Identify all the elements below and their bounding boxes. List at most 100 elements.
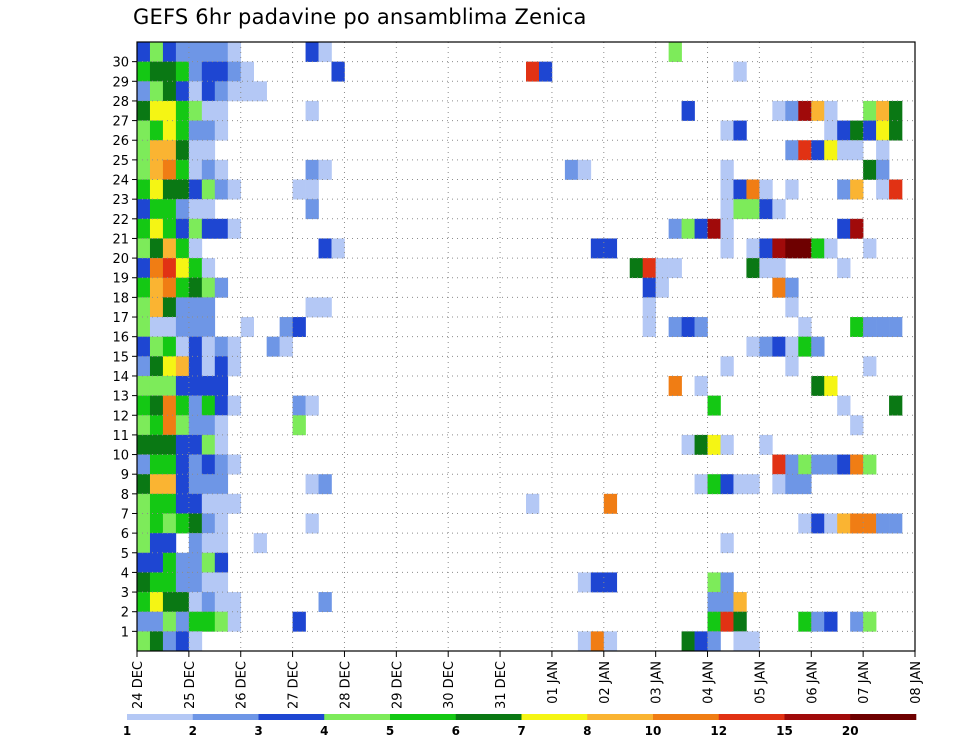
heatmap-cell <box>162 395 177 416</box>
heatmap-cell <box>201 415 216 436</box>
heatmap-cell <box>137 297 151 318</box>
heatmap-cell <box>240 81 254 102</box>
heatmap-cell <box>188 336 203 357</box>
heatmap-cell <box>811 140 825 161</box>
heatmap-cell <box>876 513 890 534</box>
heatmap-cell <box>175 611 190 632</box>
heatmap-cell <box>188 199 203 220</box>
heatmap-cell <box>785 474 799 495</box>
heatmap-cell <box>707 592 721 613</box>
y-tick-label: 17 <box>112 311 129 326</box>
heatmap-cell <box>227 179 242 200</box>
heatmap-cell <box>162 611 177 632</box>
y-tick-label: 7 <box>121 507 129 522</box>
x-tick-label: 03 JAN <box>650 661 665 704</box>
heatmap-cell <box>214 395 229 416</box>
heatmap-cell <box>759 238 773 259</box>
heatmap-cell <box>137 493 151 514</box>
heatmap-cell <box>214 218 229 239</box>
heatmap-cell <box>201 336 216 357</box>
heatmap-cell <box>876 100 890 121</box>
y-tick-label: 8 <box>121 488 129 503</box>
heatmap-cell <box>668 42 682 62</box>
x-tick-label: 06 JAN <box>805 661 820 704</box>
heatmap-cell <box>149 592 164 613</box>
heatmap-cell <box>214 179 229 200</box>
heatmap-cell <box>292 415 306 436</box>
heatmap-cell <box>175 42 190 62</box>
colorbar-label: 8 <box>583 724 591 738</box>
heatmap-cell <box>811 513 825 534</box>
heatmap-cell <box>201 533 216 554</box>
heatmap-cell <box>162 552 177 573</box>
heatmap-cell <box>863 513 877 534</box>
heatmap-cell <box>175 199 190 220</box>
heatmap-cell <box>526 61 540 82</box>
heatmap-cell <box>137 61 151 82</box>
heatmap-cell <box>305 179 319 200</box>
heatmap-cell <box>746 199 760 220</box>
heatmap-cell <box>850 454 864 475</box>
y-tick-label: 3 <box>121 586 129 601</box>
heatmap-cell <box>175 100 190 121</box>
heatmap-cell <box>214 454 229 475</box>
heatmap-cell <box>188 513 203 534</box>
heatmap-cell <box>720 434 734 455</box>
heatmap-cell <box>175 552 190 573</box>
heatmap-cell <box>824 513 838 534</box>
heatmap-cell <box>603 493 618 514</box>
heatmap-cell <box>137 317 151 337</box>
heatmap-cell <box>876 120 890 141</box>
heatmap-cell <box>137 474 151 495</box>
heatmap-cell <box>188 120 203 141</box>
heatmap-cell <box>214 474 229 495</box>
heatmap-cell <box>137 159 151 180</box>
heatmap-cell <box>655 277 669 298</box>
y-tick-label: 18 <box>112 291 129 306</box>
heatmap-cell <box>214 42 229 62</box>
heatmap-cell <box>188 375 203 396</box>
heatmap-cell <box>201 159 216 180</box>
heatmap-cell <box>175 159 190 180</box>
heatmap-cell <box>889 120 903 141</box>
heatmap-cell <box>227 493 242 514</box>
heatmap-cell <box>746 238 760 259</box>
heatmap-cell <box>538 61 553 82</box>
heatmap-cell <box>577 159 592 180</box>
heatmap-cell <box>137 513 151 534</box>
heatmap-cell <box>149 258 164 279</box>
heatmap-cell <box>837 395 851 416</box>
heatmap-cell <box>137 199 151 220</box>
heatmap-cell <box>149 415 164 436</box>
heatmap-cell <box>681 317 695 337</box>
heatmap-cell <box>149 493 164 514</box>
colorbar-segment <box>258 714 325 720</box>
heatmap-cell <box>137 238 151 259</box>
y-tick-label: 1 <box>121 625 129 640</box>
heatmap-cell <box>889 179 903 200</box>
heatmap-cell <box>227 395 242 416</box>
heatmap-cell <box>201 61 216 82</box>
heatmap-cell <box>772 454 786 475</box>
heatmap-cell <box>201 611 216 632</box>
heatmap-cell <box>824 238 838 259</box>
heatmap-cell <box>603 572 618 593</box>
heatmap-cell <box>162 238 177 259</box>
heatmap-cell <box>694 631 708 652</box>
heatmap-cell <box>785 336 799 357</box>
heatmap-cell <box>798 238 812 259</box>
heatmap-cell <box>772 336 786 357</box>
heatmap-cell <box>227 611 242 632</box>
heatmap-cell <box>188 592 203 613</box>
heatmap-cell <box>137 140 151 161</box>
heatmap-cell <box>188 611 203 632</box>
heatmap-cell <box>188 572 203 593</box>
heatmap-cell <box>175 375 190 396</box>
heatmap-cell <box>720 199 734 220</box>
heatmap-cell <box>214 572 229 593</box>
heatmap-cell <box>201 218 216 239</box>
y-tick-label: 13 <box>112 390 129 405</box>
heatmap-cell <box>162 592 177 613</box>
x-tick-label: 28 DEC <box>338 661 353 709</box>
heatmap-cell <box>681 434 695 455</box>
